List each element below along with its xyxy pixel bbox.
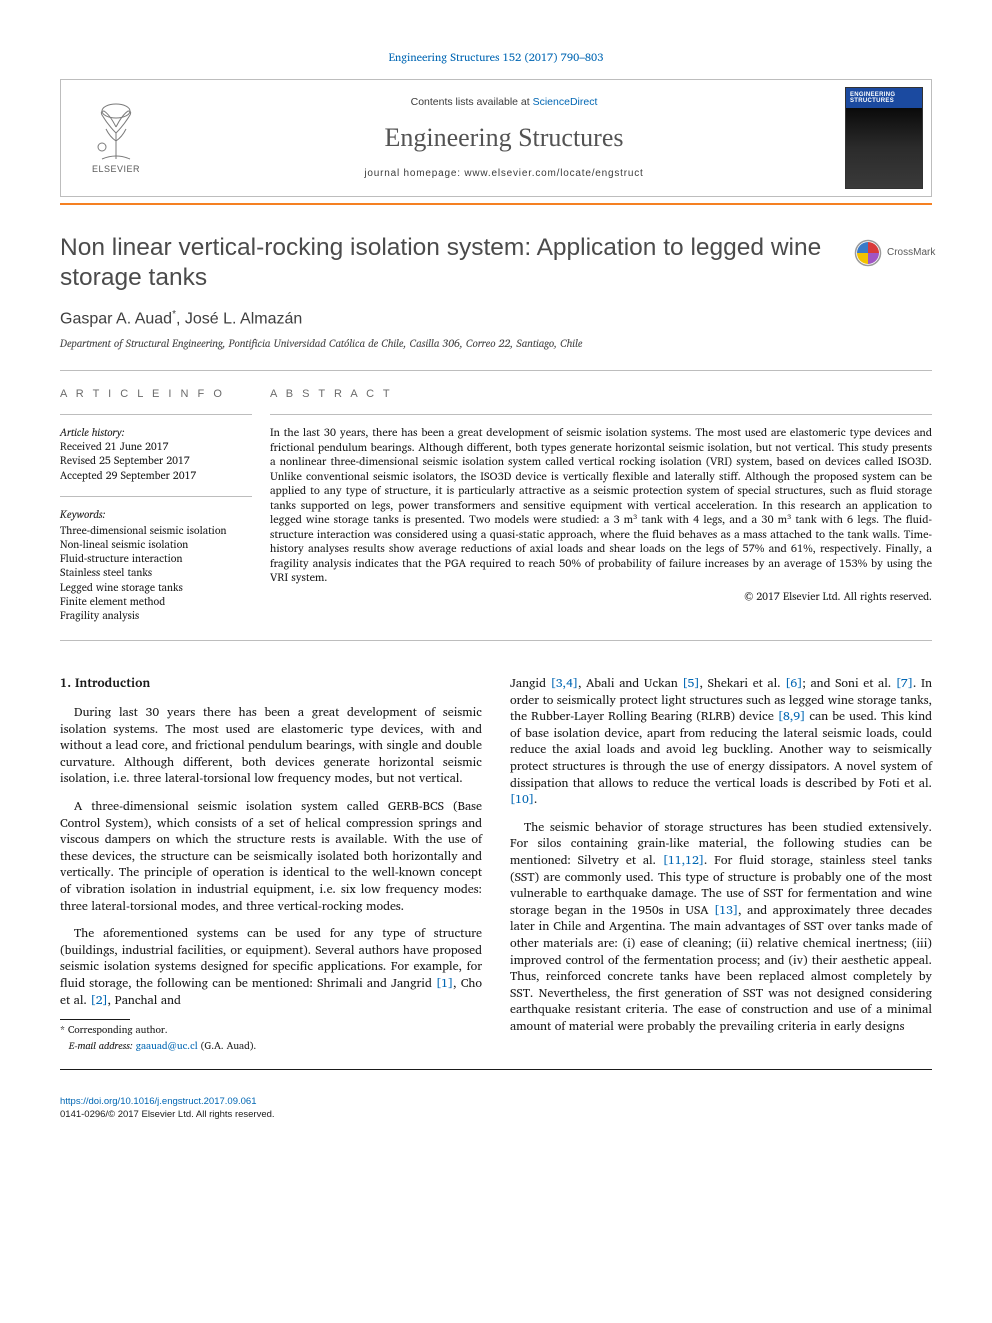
publisher-brand-text: ELSEVIER	[88, 163, 144, 175]
footer-copyright: 0141-0296/© 2017 Elsevier Ltd. All right…	[60, 1109, 932, 1122]
text-run: , Panchal and	[108, 990, 181, 1010]
citation-ref[interactable]: [1]	[436, 973, 453, 993]
doi-link[interactable]: https://doi.org/10.1016/j.engstruct.2017…	[60, 1096, 256, 1107]
publisher-logo-cell: ELSEVIER	[61, 80, 171, 196]
author-1[interactable]: Gaspar A. Auad	[60, 310, 172, 327]
history-accepted: Accepted 29 September 2017	[60, 468, 252, 482]
text-run: , and approximately three decades later …	[510, 900, 932, 1036]
doi-block: https://doi.org/10.1016/j.engstruct.2017…	[60, 1096, 932, 1122]
abstract-copyright: © 2017 Elsevier Ltd. All rights reserved…	[270, 589, 932, 603]
abstract-column: A B S T R A C T In the last 30 years, th…	[270, 371, 932, 640]
keywords-block: Keywords: Three-dimensional seismic isol…	[60, 496, 252, 622]
crossmark-icon	[854, 239, 882, 267]
email-tail: (G.A. Auad).	[198, 1038, 257, 1054]
crossmark-label: CrossMark	[887, 246, 935, 260]
body-paragraph: A three-dimensional seismic isolation sy…	[60, 798, 482, 914]
footnote-email: E-mail address: gaauad@uc.cl (G.A. Auad)…	[60, 1040, 482, 1054]
body-paragraph: Jangid [3,4], Abali and Uckan [5], Sheka…	[510, 675, 932, 808]
author-2[interactable]: José L. Almazán	[185, 310, 302, 327]
keyword: Fragility analysis	[60, 608, 252, 622]
article-title: Non linear vertical-rocking isolation sy…	[60, 233, 838, 294]
elsevier-logo[interactable]: ELSEVIER	[88, 101, 144, 175]
journal-name: Engineering Structures	[385, 120, 624, 155]
body-columns: 1. Introduction During last 30 years the…	[60, 675, 932, 1053]
article-history: Article history: Received 21 June 2017 R…	[60, 425, 252, 482]
footnote-rule	[60, 1019, 130, 1020]
article-info-column: A R T I C L E I N F O Article history: R…	[60, 371, 270, 640]
journal-homepage-line[interactable]: journal homepage: www.elsevier.com/locat…	[364, 167, 643, 181]
email-label: E-mail address:	[69, 1038, 136, 1054]
sciencedirect-link[interactable]: ScienceDirect	[533, 96, 598, 108]
title-row: Non linear vertical-rocking isolation sy…	[60, 233, 932, 308]
email-link[interactable]: gaauad@uc.cl	[136, 1038, 198, 1054]
journal-cover-thumbnail[interactable]: ENGINEERING STRUCTURES	[845, 87, 923, 189]
text-run: .	[534, 789, 537, 809]
abstract-inner: In the last 30 years, there has been a g…	[270, 414, 932, 603]
abstract-heading: A B S T R A C T	[270, 387, 932, 402]
corresponding-mark: *	[172, 309, 176, 320]
accent-rule	[60, 203, 932, 205]
journal-header-center: Contents lists available at ScienceDirec…	[171, 80, 837, 196]
affiliation: Department of Structural Engineering, Po…	[60, 336, 932, 350]
journal-header: ELSEVIER Contents lists available at Sci…	[60, 79, 932, 197]
article-info-heading: A R T I C L E I N F O	[60, 387, 252, 402]
keywords-label: Keywords:	[60, 507, 252, 521]
top-citation: Engineering Structures 152 (2017) 790–80…	[60, 50, 932, 65]
citation-ref[interactable]: [2]	[91, 990, 108, 1010]
elsevier-tree-icon	[88, 101, 144, 161]
abstract-text: In the last 30 years, there has been a g…	[270, 425, 932, 585]
footnote-corresponding: * Corresponding author.	[60, 1024, 482, 1038]
section-heading: 1. Introduction	[60, 675, 482, 692]
contents-prefix: Contents lists available at	[411, 96, 533, 108]
page: Engineering Structures 152 (2017) 790–80…	[0, 0, 992, 1162]
citation-ref[interactable]: [10]	[510, 789, 534, 809]
meta-row: A R T I C L E I N F O Article history: R…	[60, 370, 932, 641]
journal-cover-cell: ENGINEERING STRUCTURES	[837, 80, 931, 196]
article-info-inner: Article history: Received 21 June 2017 R…	[60, 414, 252, 622]
contents-available-line: Contents lists available at ScienceDirec…	[411, 95, 598, 109]
footer-rule	[60, 1069, 932, 1070]
authors-line: Gaspar A. Auad*, José L. Almazán	[60, 308, 932, 330]
body-paragraph: The aforementioned systems can be used f…	[60, 925, 482, 1008]
crossmark-badge[interactable]: CrossMark	[854, 239, 932, 267]
body-paragraph: The seismic behavior of storage structur…	[510, 819, 932, 1035]
journal-cover-title: ENGINEERING STRUCTURES	[846, 88, 922, 113]
footnotes-block: * Corresponding author. E-mail address: …	[60, 1019, 482, 1053]
body-paragraph: During last 30 years there has been a gr…	[60, 704, 482, 787]
text-run: The aforementioned systems can be used f…	[60, 923, 482, 993]
